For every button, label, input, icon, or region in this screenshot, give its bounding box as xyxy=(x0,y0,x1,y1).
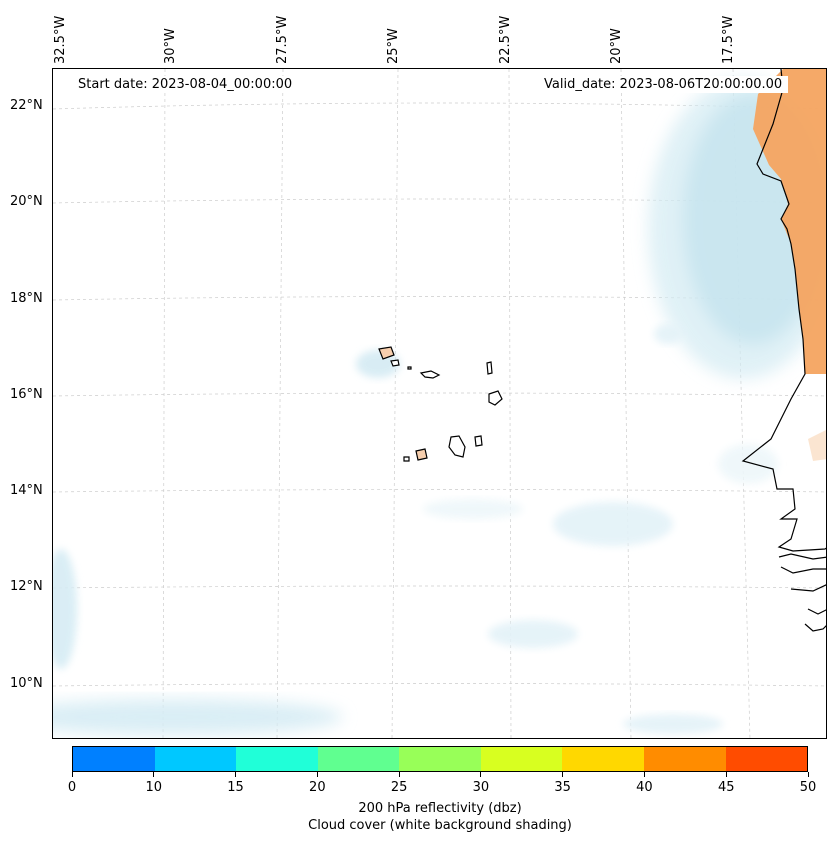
colorbar xyxy=(72,746,808,772)
cloud-patch-center xyxy=(553,502,673,546)
colorbar-tick xyxy=(643,772,645,777)
colorbar-tick xyxy=(153,772,155,777)
island-santiago xyxy=(448,435,466,458)
colorbar-tick-label: 45 xyxy=(717,780,735,795)
colorbar-tick xyxy=(316,772,318,777)
start-date-label: Start date: 2023-08-04_00:00:00 xyxy=(72,76,299,93)
coastline xyxy=(741,69,826,632)
lat-label-20n: 20°N xyxy=(10,194,43,209)
colorbar-segment-15-20 xyxy=(236,747,318,771)
cape-verde-islands xyxy=(378,346,503,462)
meridian-25w xyxy=(391,69,399,738)
colorbar-tick xyxy=(71,772,73,777)
meridian-17-5w xyxy=(732,69,751,738)
meridian-30w xyxy=(162,69,166,738)
parallel-10n xyxy=(53,683,826,687)
island-maio xyxy=(474,435,483,447)
cloud-patch-left-edge xyxy=(53,549,77,669)
map-canvas xyxy=(53,69,826,738)
colorbar-tick-label: 20 xyxy=(309,780,326,795)
colorbar-tick-label: 30 xyxy=(472,780,490,795)
colorbar-tick xyxy=(480,772,482,777)
lon-label-25w: 25°W xyxy=(386,28,401,64)
island-boa-vista xyxy=(488,390,503,406)
africa-coast xyxy=(741,69,826,632)
cloud-patch-se xyxy=(623,714,723,734)
colorbar-tick-label: 10 xyxy=(145,780,163,795)
lat-label-12n: 12°N xyxy=(10,579,43,594)
colorbar-tick-label: 0 xyxy=(67,780,77,795)
map-panel xyxy=(52,68,827,739)
meridian-27-5w xyxy=(276,69,284,738)
island-santa-luzia xyxy=(407,366,412,370)
meridian-20w xyxy=(620,69,632,738)
colorbar-tick xyxy=(398,772,400,777)
island-brava xyxy=(403,456,410,462)
colorbar-tick xyxy=(235,772,237,777)
cloud-patch-mid xyxy=(423,499,523,519)
lat-label-14n: 14°N xyxy=(10,483,43,498)
island-santo-antao xyxy=(378,346,395,360)
lat-label-18n: 18°N xyxy=(10,291,43,306)
cloud-patch-south xyxy=(488,620,578,648)
valid-date-label: Valid_date: 2023-08-06T20:00:00.00 xyxy=(538,76,789,93)
parallel-12n xyxy=(53,585,826,589)
island-sao-nicolau xyxy=(419,370,441,379)
reflectivity-mauritania xyxy=(753,69,826,374)
colorbar-tick xyxy=(725,772,727,777)
reflectivity-senegal xyxy=(808,430,826,461)
lat-label-10n: 10°N xyxy=(10,676,43,691)
colorbar-segment-10-15 xyxy=(154,747,237,771)
lon-label-17-5w: 17.5°W xyxy=(721,15,736,64)
island-sao-vicente xyxy=(390,359,400,367)
colorbar-tick-label: 40 xyxy=(636,780,653,795)
cloud-patch-east xyxy=(718,444,778,484)
colorbar-segment-25-30 xyxy=(399,747,481,771)
parallel-16n xyxy=(53,392,826,397)
colorbar-sublabel: Cloud cover (white background shading) xyxy=(308,818,572,833)
cloud-patch-north xyxy=(654,324,682,344)
colorbar-segment-35-40 xyxy=(562,747,644,771)
colorbar-tick-label: 50 xyxy=(799,780,817,795)
lon-label-27-5w: 27.5°W xyxy=(275,15,290,64)
colorbar-tick xyxy=(562,772,564,777)
lat-label-22n: 22°N xyxy=(10,98,43,113)
colorbar-segment-20-25 xyxy=(317,747,400,771)
cloud-cover-shading xyxy=(53,79,826,735)
lon-label-20w: 20°W xyxy=(609,28,624,64)
colorbar-segment-0-10 xyxy=(73,747,155,771)
colorbar-tick-label: 15 xyxy=(227,780,244,795)
cloud-patch-bottom-left xyxy=(53,699,343,735)
colorbar-tick-label: 25 xyxy=(390,780,408,795)
lon-label-30w: 30°W xyxy=(163,28,178,64)
lat-label-16n: 16°N xyxy=(10,387,43,402)
colorbar-label: 200 hPa reflectivity (dbz) xyxy=(358,801,522,816)
island-fogo xyxy=(415,448,428,461)
colorbar-tick xyxy=(807,772,809,777)
colorbar-segment-30-35 xyxy=(480,747,563,771)
parallel-14n xyxy=(53,489,826,493)
lon-label-32-5w: 32.5°W xyxy=(53,15,68,64)
colorbar-tick-label: 35 xyxy=(554,780,571,795)
colorbar-segment-40-45 xyxy=(643,747,726,771)
colorbar-segment-45-50 xyxy=(725,747,808,771)
lon-label-22-5w: 22.5°W xyxy=(498,15,513,64)
island-sal xyxy=(486,361,493,375)
